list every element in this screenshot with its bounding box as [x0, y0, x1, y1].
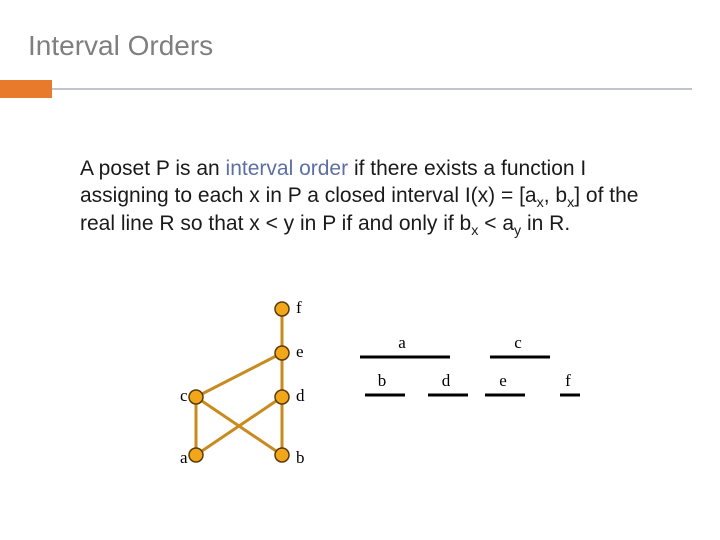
body-pre: A poset P is an — [80, 157, 226, 180]
hasse-node-c — [189, 390, 203, 404]
hasse-label-b: b — [296, 448, 305, 467]
body-post5: in R. — [521, 212, 570, 235]
hasse-nodes: f e c d a b — [180, 298, 305, 467]
hasse-label-c: c — [180, 386, 188, 405]
hasse-node-a — [189, 448, 203, 462]
interval-label-c: c — [514, 333, 522, 352]
interval-label-e: e — [499, 371, 507, 390]
hasse-edge — [196, 353, 282, 397]
hasse-node-f — [275, 302, 289, 316]
title-divider — [52, 88, 692, 90]
hasse-edges — [196, 309, 282, 455]
body-paragraph: A poset P is an interval order if there … — [80, 155, 660, 237]
body-post2: , b — [544, 184, 567, 207]
interval-label-a: a — [398, 333, 406, 352]
slide-title: Interval Orders — [28, 30, 213, 62]
hasse-label-d: d — [296, 386, 305, 405]
interval-diagram: a c b d e f — [360, 333, 580, 395]
body-post4: < a — [478, 212, 514, 235]
hasse-label-f: f — [296, 298, 302, 317]
hasse-node-d — [275, 390, 289, 404]
interval-label-b: b — [378, 371, 387, 390]
hasse-label-e: e — [296, 342, 304, 361]
interval-label-f: f — [565, 371, 571, 390]
figure: fecdab acbdef — [150, 295, 600, 485]
interval-label-d: d — [442, 371, 451, 390]
accent-bar — [0, 80, 52, 98]
hasse-label-a: a — [180, 448, 188, 467]
body-em: interval order — [226, 157, 349, 180]
hasse-node-e — [275, 346, 289, 360]
hasse-node-b — [275, 448, 289, 462]
sub1: x — [537, 195, 544, 211]
